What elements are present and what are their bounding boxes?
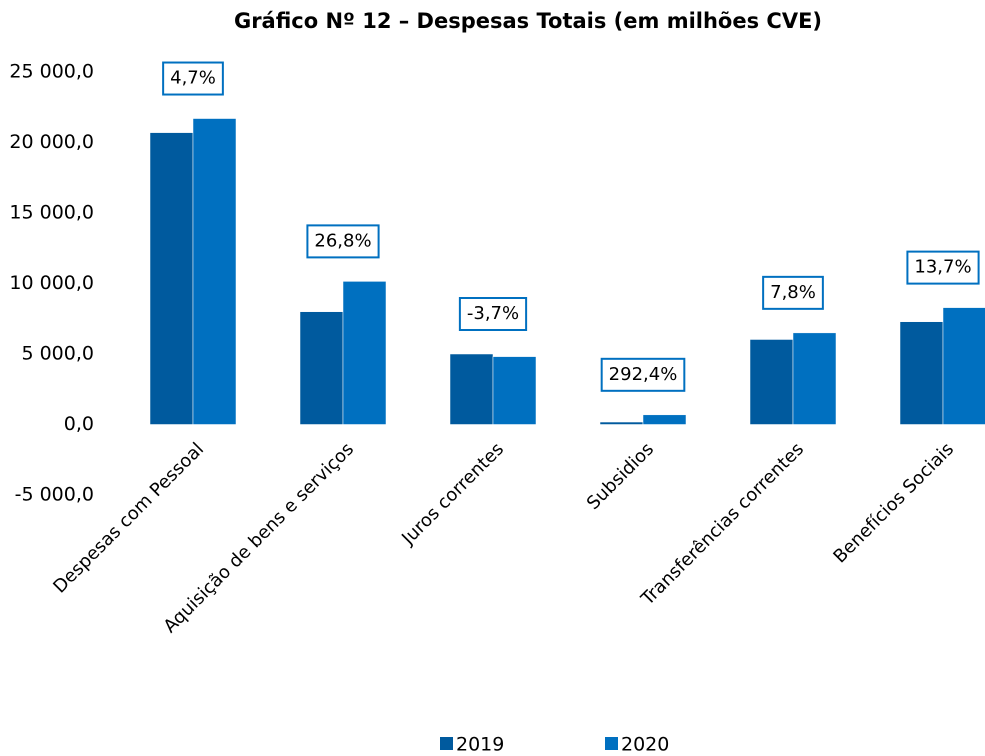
bar — [899, 321, 944, 425]
annotation: 13,7% — [906, 250, 980, 285]
legend-label: 2020 — [621, 734, 669, 756]
chart-title: Gráfico Nº 12 – Despesas Totais (em milh… — [234, 9, 822, 33]
bar — [492, 356, 537, 425]
legend-swatch — [440, 737, 453, 750]
annotation-label: 13,7% — [914, 257, 971, 278]
bar — [299, 311, 344, 425]
x-tick-label: Subsidios — [583, 439, 658, 514]
annotation-label: 4,7% — [170, 68, 216, 89]
bar — [942, 307, 985, 425]
bar — [342, 281, 387, 425]
annotation-box — [306, 224, 380, 259]
y-tick-label: 5 000,0 — [21, 343, 94, 365]
annotation: 26,8% — [306, 224, 380, 259]
y-tick-label: -5 000,0 — [15, 484, 94, 506]
annotation: 292,4% — [600, 357, 686, 392]
annotation-box — [762, 275, 824, 310]
annotation-label: 26,8% — [314, 230, 371, 251]
annotation: 4,7% — [162, 61, 224, 96]
annotation-box — [162, 61, 224, 96]
annotation-box — [600, 357, 686, 392]
bar — [449, 353, 494, 425]
bar — [749, 339, 794, 425]
annotation: -3,7% — [458, 297, 528, 331]
annotation-label: -3,7% — [467, 303, 519, 324]
annotation-label: 7,8% — [770, 282, 816, 303]
y-tick-label: 25 000,0 — [9, 61, 94, 83]
y-tick-label: 15 000,0 — [9, 202, 94, 224]
legend-label: 2019 — [456, 734, 504, 756]
legend-swatch — [605, 737, 618, 750]
annotation-box — [458, 297, 528, 331]
y-tick-label: 0,0 — [64, 413, 94, 435]
bar — [642, 414, 687, 425]
annotation-label: 292,4% — [609, 364, 678, 385]
bar — [792, 332, 837, 425]
annotation: 7,8% — [762, 275, 824, 310]
annotation-box — [906, 250, 980, 285]
x-tick-label: Despesas com Pessoal — [49, 439, 208, 598]
x-tick-label: Benefícios Sociais — [829, 439, 958, 568]
y-tick-label: 10 000,0 — [9, 272, 94, 294]
x-tick-label: Juros correntes — [397, 439, 508, 550]
bar — [192, 118, 237, 425]
x-tick-label: Transferências correntes — [637, 439, 808, 610]
bar — [149, 132, 194, 425]
y-tick-label: 20 000,0 — [9, 131, 94, 153]
bar — [599, 421, 644, 425]
